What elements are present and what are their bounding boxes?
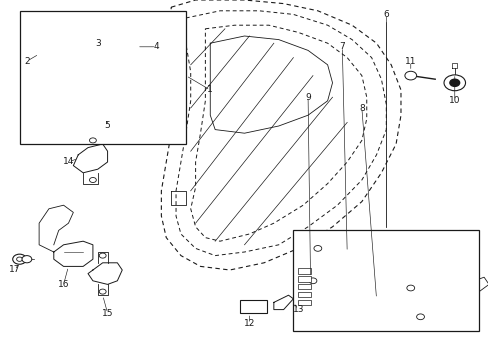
Circle shape [99,253,106,258]
Text: 7: 7 [339,42,345,51]
Circle shape [89,138,96,143]
Circle shape [13,254,26,264]
Text: 4: 4 [153,42,159,51]
Bar [293,230,478,331]
Text: 17: 17 [9,266,20,274]
Text: 8: 8 [358,104,364,112]
Text: 1: 1 [207,85,213,94]
Text: 3: 3 [95,39,101,48]
Circle shape [416,314,424,320]
Text: 10: 10 [448,96,460,105]
Text: 14: 14 [62,157,74,166]
Text: 11: 11 [404,57,416,66]
Bar [20,11,185,144]
Circle shape [22,256,32,263]
Text: 13: 13 [292,305,304,314]
Circle shape [404,71,416,80]
Circle shape [406,285,414,291]
Bar [298,268,310,274]
Bar [298,300,310,305]
Circle shape [308,278,316,284]
Circle shape [313,246,321,251]
Text: 9: 9 [305,93,310,102]
Bar [298,284,310,289]
Bar [239,300,266,313]
Circle shape [89,177,96,183]
Circle shape [443,75,465,91]
Circle shape [17,257,22,261]
Text: 5: 5 [104,122,110,130]
Text: 2: 2 [24,57,30,66]
Bar [298,276,310,282]
Text: 16: 16 [58,280,69,289]
Circle shape [449,79,459,86]
Text: 15: 15 [102,309,113,318]
Text: 6: 6 [383,10,388,19]
Text: 12: 12 [243,320,255,328]
Circle shape [99,289,106,294]
Bar [298,292,310,297]
